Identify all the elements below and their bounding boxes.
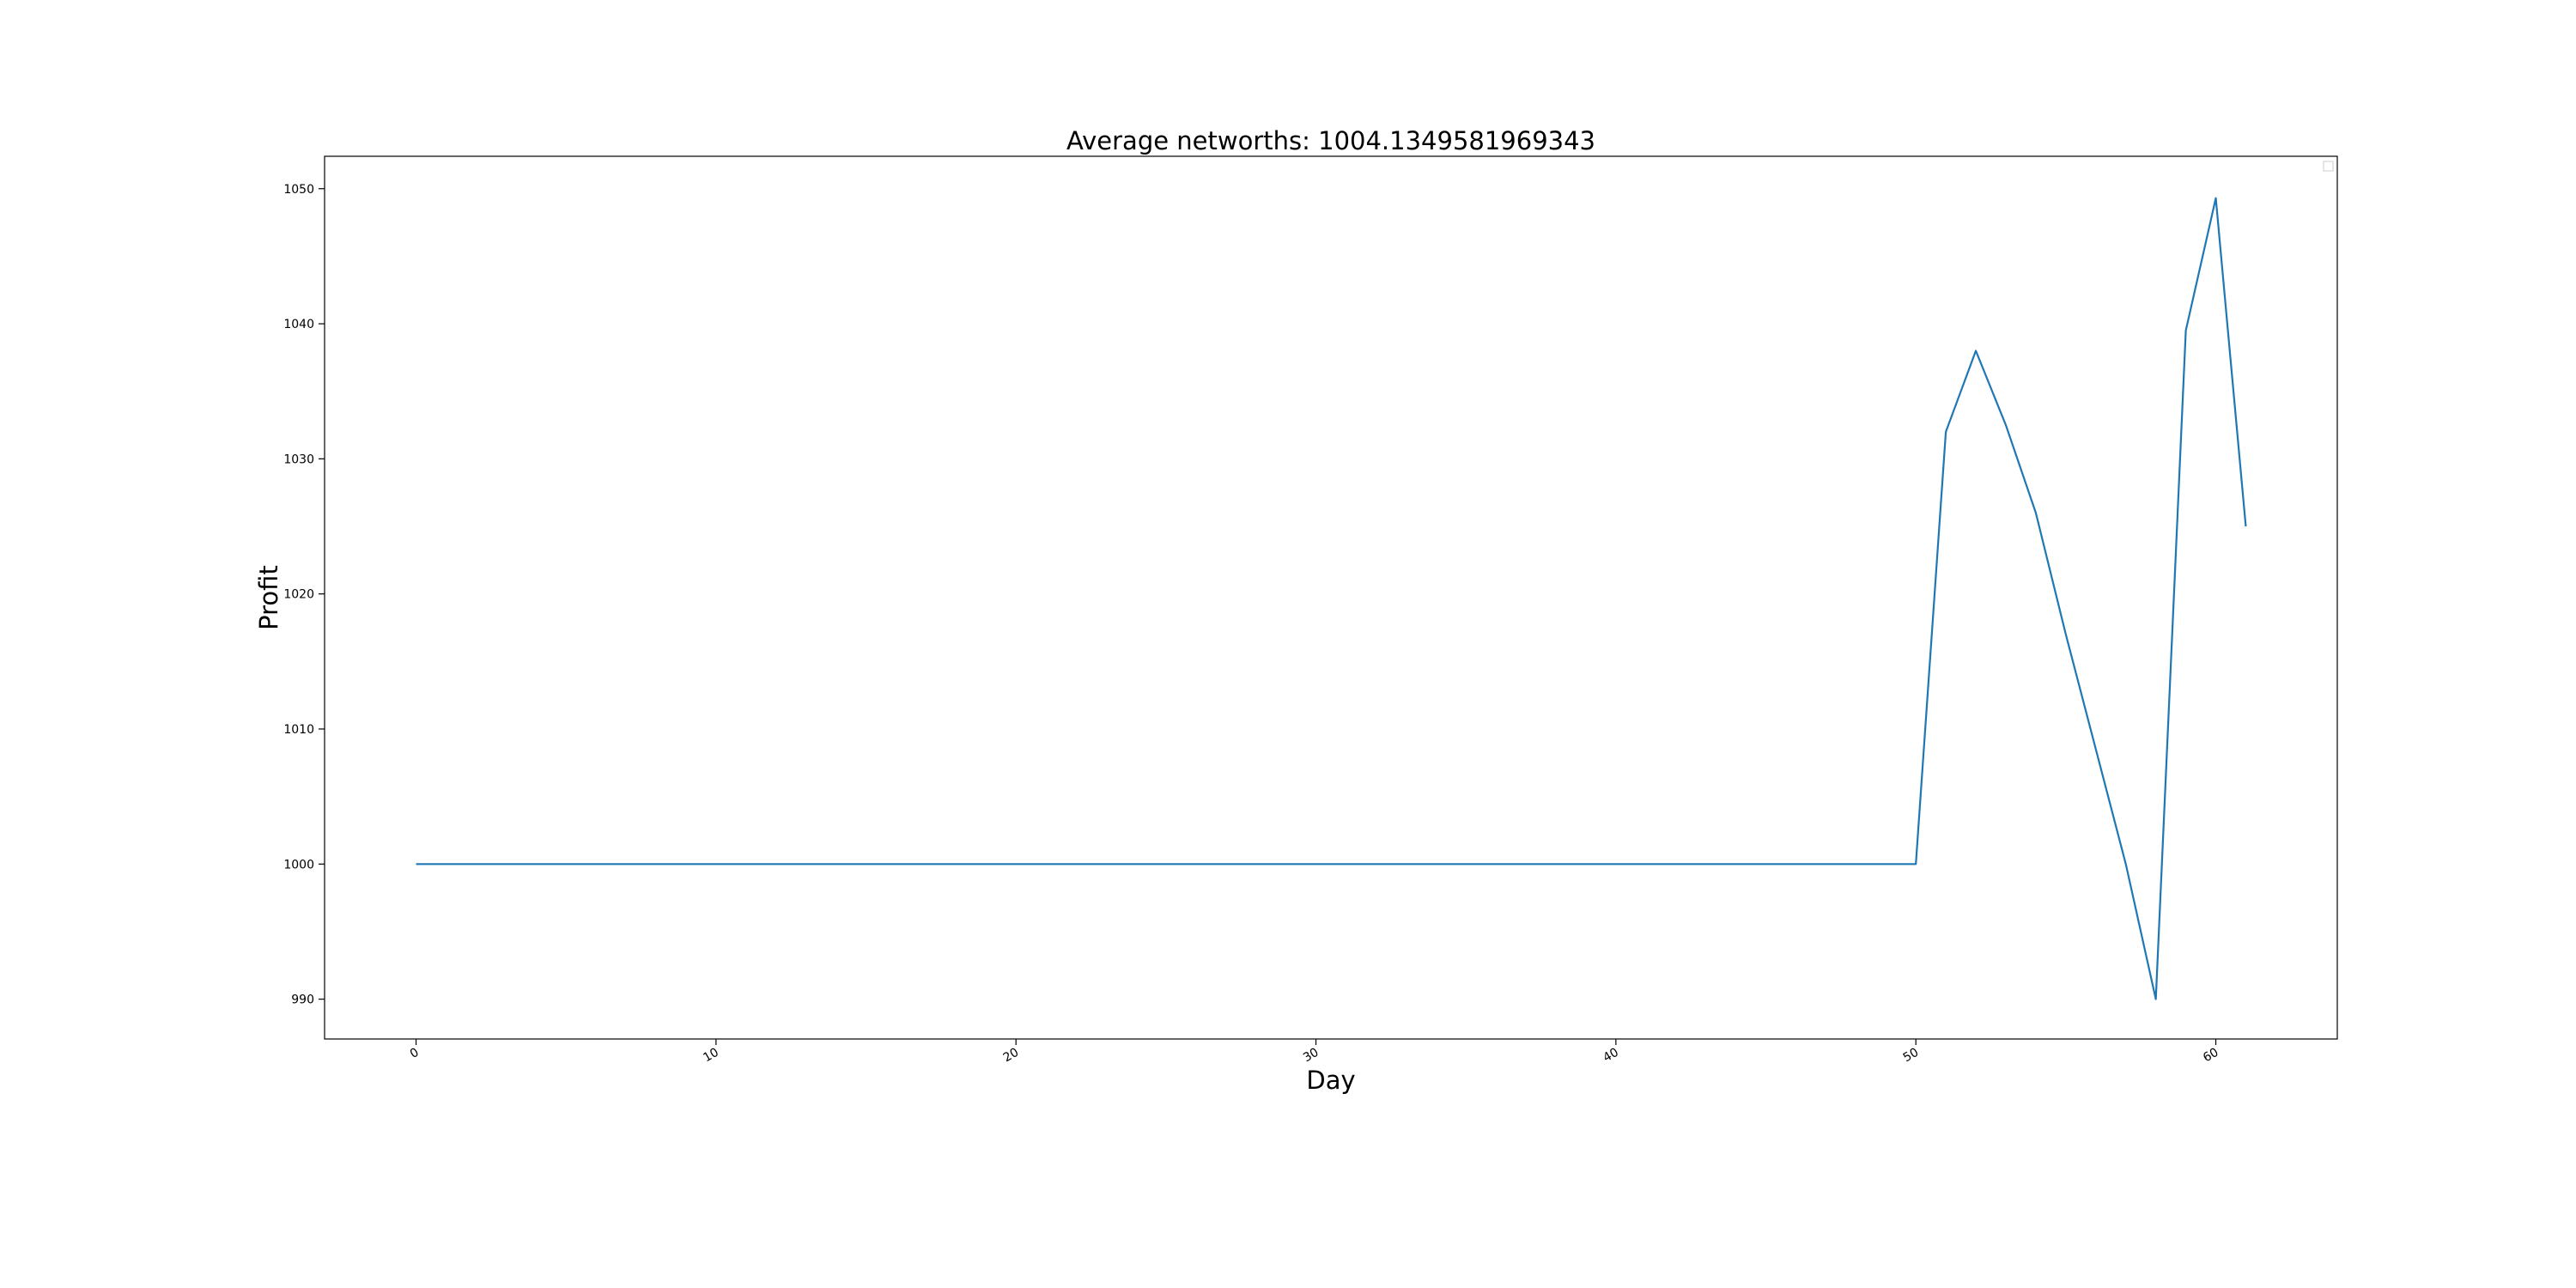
x-tick-label: 50 [1901,1046,1921,1066]
y-tick-label: 1040 [283,318,314,331]
x-tick-label: 30 [1301,1046,1321,1066]
y-axis-ticks: 990 1000 1010 1020 1030 1040 1050 [283,183,325,1007]
y-axis-label: Profit [254,565,283,630]
y-tick-label: 990 [291,993,314,1007]
x-tick-label: 10 [701,1046,720,1066]
plot-frame [324,155,2338,1040]
x-tick-label: 40 [1601,1046,1620,1066]
x-tick-label: 60 [2201,1046,2221,1066]
y-tick-label: 1010 [283,723,314,737]
series-line [416,197,2247,1000]
chart-title: Average networths: 1004.1349581969343 [1066,126,1595,155]
y-tick-label: 1000 [283,858,314,872]
x-tick-label: 20 [1001,1046,1021,1066]
plot-area [324,155,2338,1040]
x-axis-label: Day [1306,1066,1355,1095]
y-tick-label: 1050 [283,183,314,197]
legend-box [2323,161,2334,172]
x-tick-label: 0 [408,1046,422,1061]
y-tick-label: 1030 [283,453,314,466]
y-tick-label: 1020 [283,588,314,602]
x-axis-ticks: 0 10 20 30 40 50 60 [408,1039,2221,1065]
